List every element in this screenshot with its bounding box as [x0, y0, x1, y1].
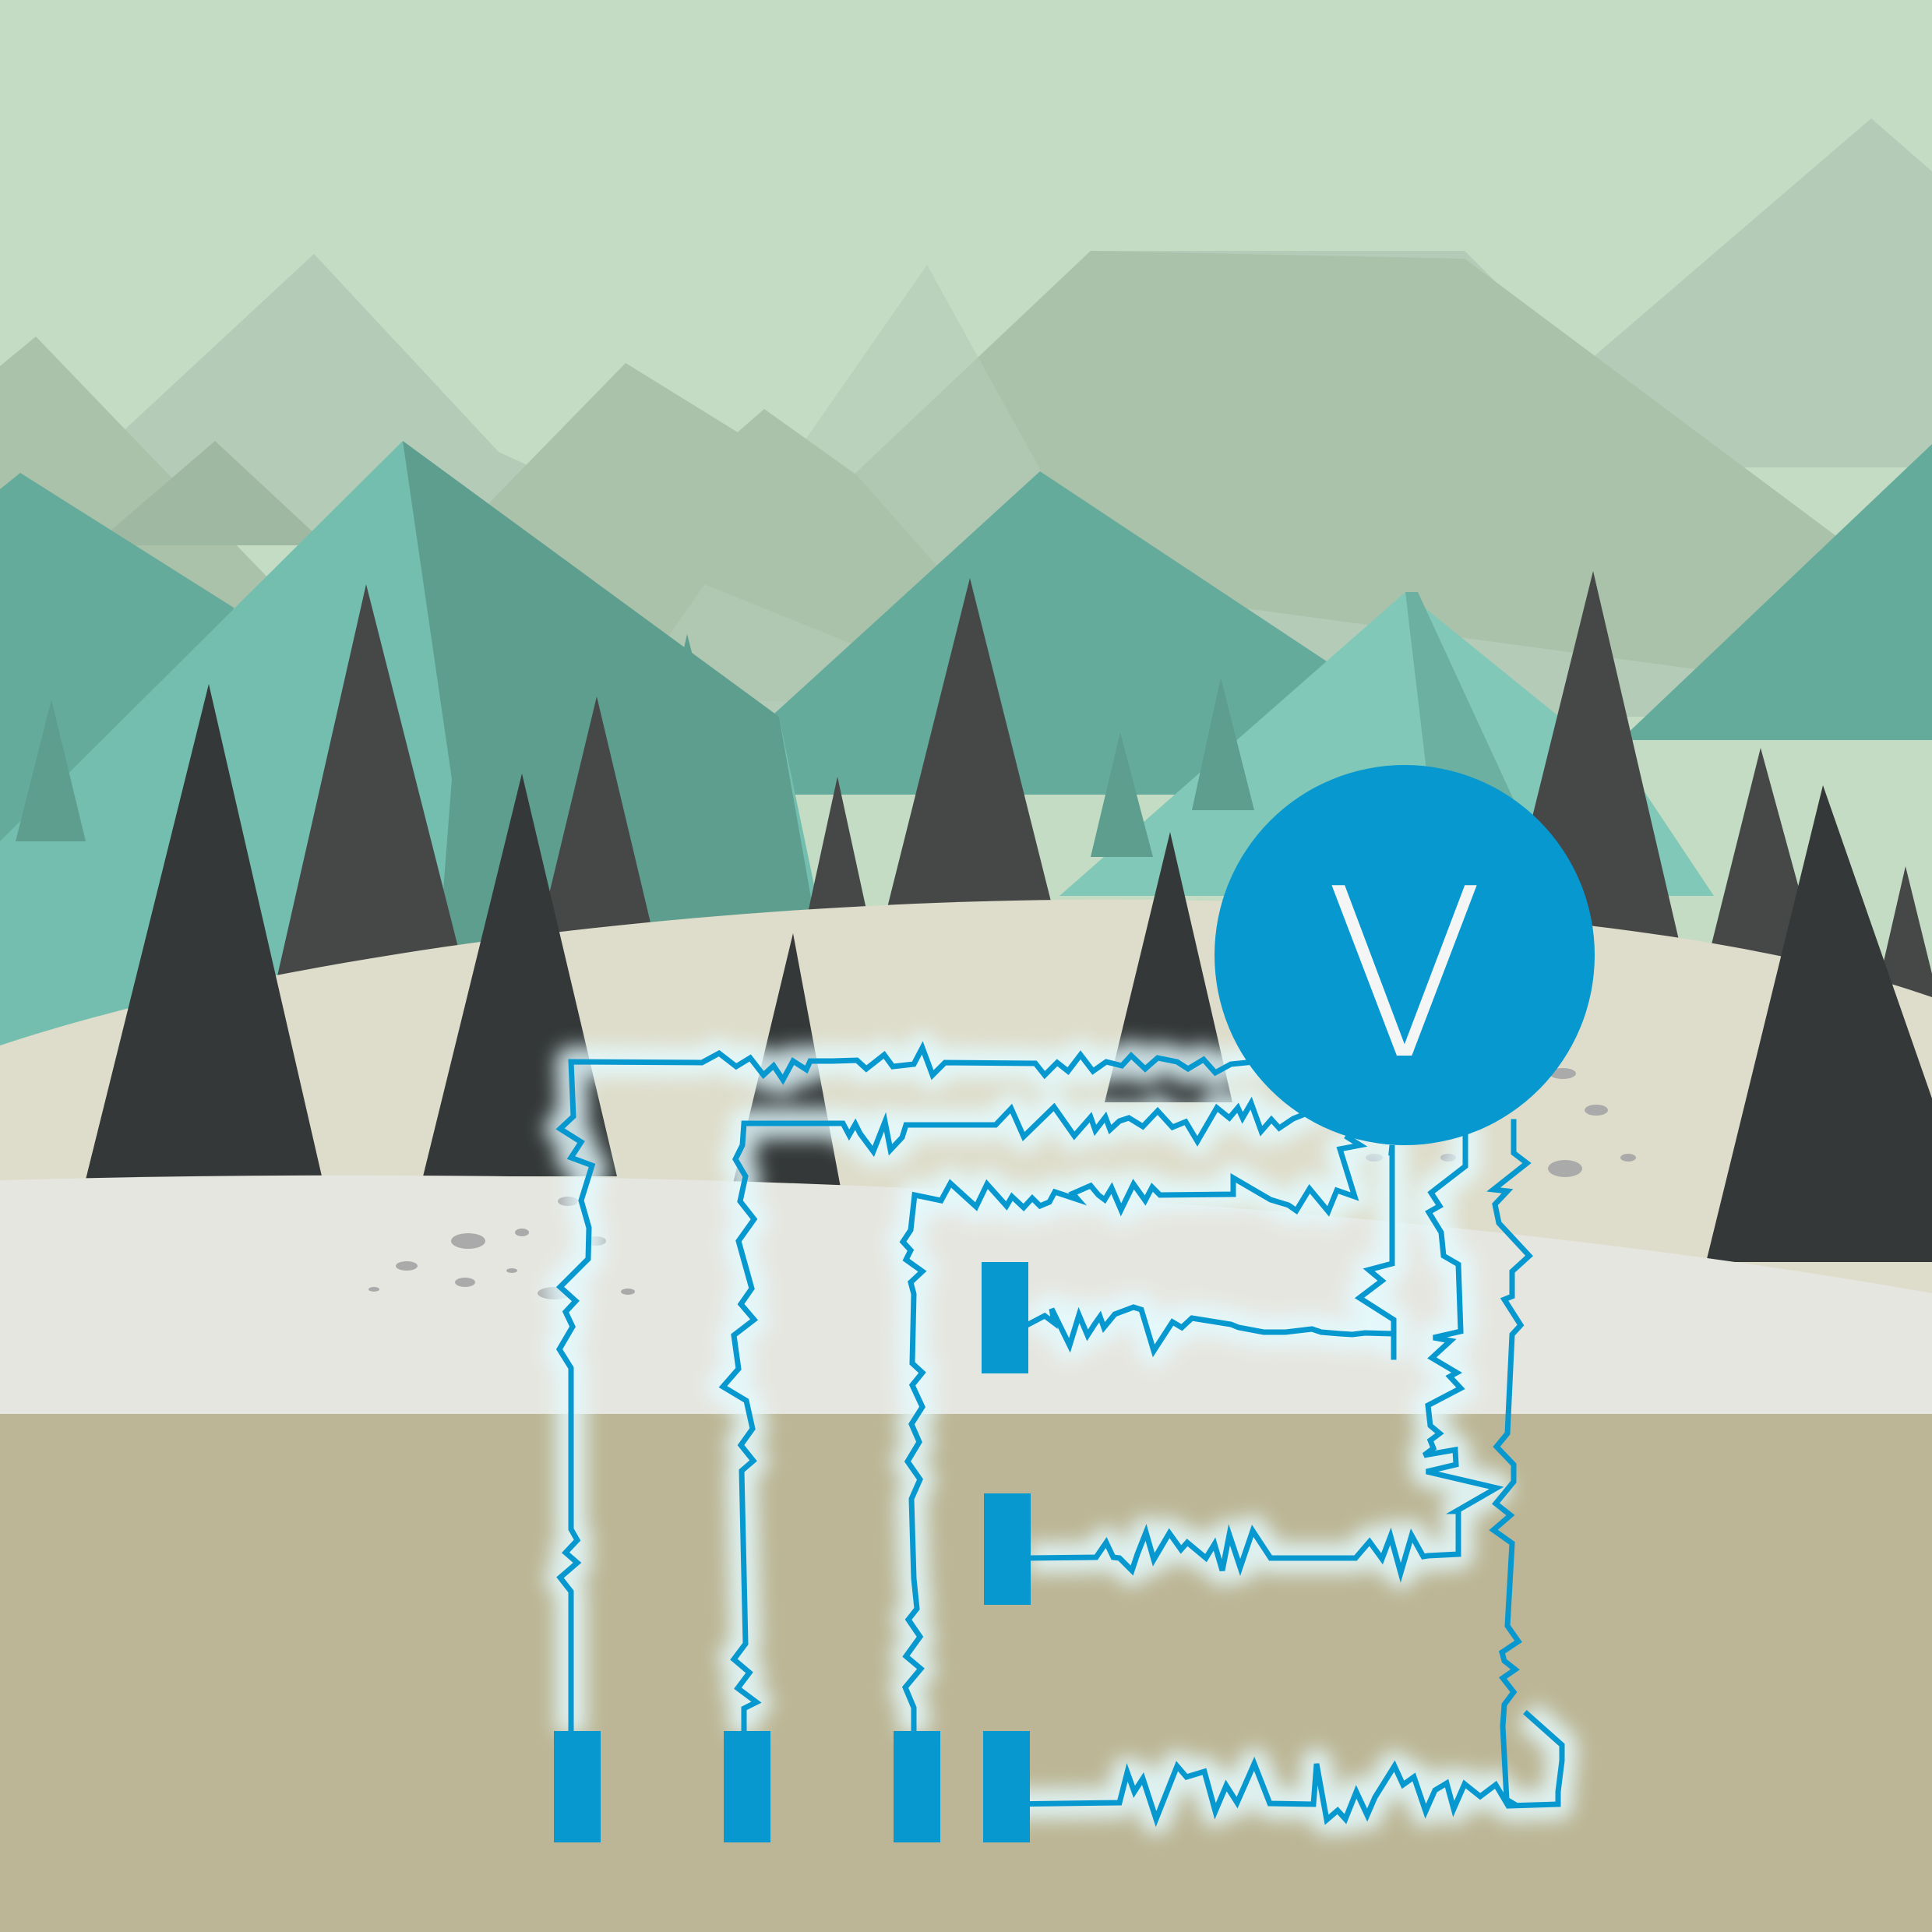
wire-electrode-5: [1025, 1508, 1461, 1583]
wire-right-ladder-b: [1422, 1119, 1504, 1514]
voltmeter: V: [1215, 765, 1595, 1145]
voltmeter-body: [1215, 765, 1595, 1145]
electrode-4: [983, 1731, 1030, 1842]
electrode-3: [894, 1731, 940, 1842]
electrode-5: [984, 1493, 1031, 1605]
wire-electrode-2: [718, 1096, 1328, 1736]
electrode-6: [982, 1262, 1028, 1373]
wire-electrode-6: [1024, 1304, 1397, 1358]
resistor-wires: [555, 1041, 1565, 1828]
voltmeter-label: V: [1324, 839, 1484, 1111]
teal-mountains: [0, 441, 1932, 1091]
electrode-2: [724, 1731, 770, 1842]
wire-right-ladder-a: [1354, 1144, 1397, 1360]
electrode-1: [554, 1731, 601, 1842]
wire-electrode-1: [555, 1041, 1281, 1736]
far-mountains: [0, 118, 1932, 740]
wire-electrode-3: [899, 1133, 1368, 1736]
pebbles: [368, 1068, 1636, 1299]
electrodes: [554, 1262, 1031, 1842]
wire-electrode-4: [1002, 1710, 1565, 1828]
soil-layer: [0, 1414, 1932, 1932]
wire-outer-right: [1486, 1119, 1533, 1808]
background-trees: [16, 634, 1254, 857]
